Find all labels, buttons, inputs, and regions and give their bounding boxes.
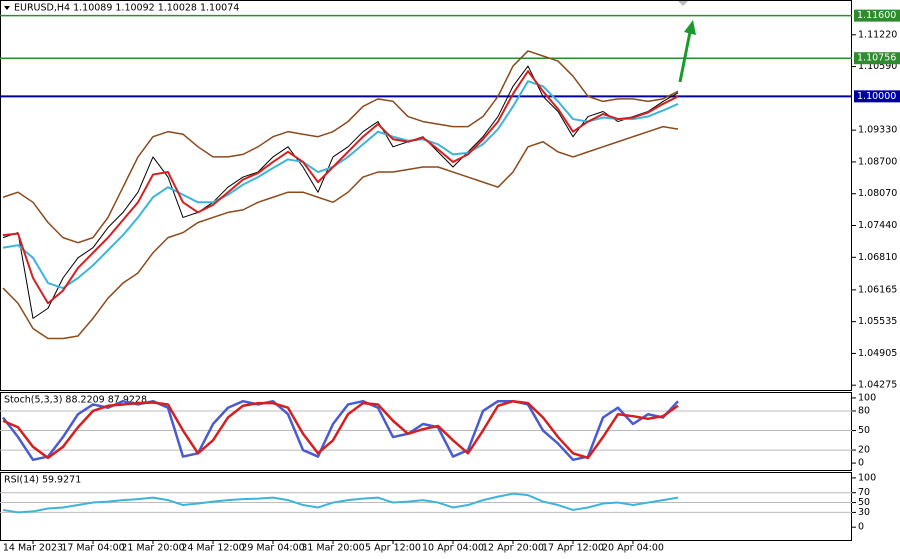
series-line — [2, 50, 679, 244]
y-tick-label: 100 — [858, 392, 876, 403]
y-tick-label: 80 — [858, 405, 870, 416]
x-tick-label: 29 Mar 04:00 — [241, 543, 304, 554]
y-tick-label: 1.08070 — [858, 188, 897, 199]
x-tick-label: 21 Mar 20:00 — [121, 543, 184, 554]
level-label: 1.11600 — [857, 10, 896, 21]
shift-marker — [678, 1, 688, 6]
level-label: 1.10000 — [857, 91, 896, 102]
stoch-panel — [0, 392, 852, 471]
y-tick-label: 1.08700 — [858, 156, 897, 167]
x-tick-label: 20 Apr 04:00 — [602, 543, 664, 554]
x-tick-label: 31 Mar 20:00 — [301, 543, 364, 554]
level-label-box — [854, 90, 900, 103]
main-panel — [0, 0, 852, 391]
x-tick-label: 10 Apr 04:00 — [422, 543, 484, 554]
level-label: 1.10756 — [857, 53, 896, 64]
x-tick-label: 17 Apr 12:00 — [542, 543, 604, 554]
x-tick-label: 14 Mar 2023 — [3, 543, 63, 554]
chart-title: EURUSD,H4 1.10089 1.10092 1.10028 1.1007… — [14, 3, 239, 14]
y-tick-label: 1.06810 — [858, 252, 897, 263]
stoch-title: Stoch(5,3,3) 88.2209 87.9228 — [4, 395, 147, 406]
y-tick-label: 1.04905 — [858, 348, 897, 359]
x-tick-label: 17 Mar 04:00 — [61, 543, 124, 554]
y-tick-label: 0 — [858, 522, 864, 533]
y-tick-label: 1.07440 — [858, 220, 897, 231]
series-line — [2, 399, 679, 460]
rsi-panel — [0, 472, 852, 541]
level-label-box — [854, 52, 900, 65]
y-tick-label: 1.11220 — [858, 29, 897, 40]
up-arrow — [678, 31, 692, 83]
y-tick-label: 1.04275 — [858, 380, 897, 391]
y-tick-label: 70 — [858, 487, 870, 498]
y-tick-label: 1.06165 — [858, 284, 897, 295]
y-tick-label: 1.10590 — [858, 61, 897, 72]
rsi-title: RSI(14) 59.9271 — [4, 475, 81, 486]
y-tick-label: 1.05535 — [858, 316, 897, 327]
y-tick-label: 50 — [858, 425, 870, 436]
series-line — [2, 80, 679, 290]
x-tick-label: 5 Apr 12:00 — [365, 543, 421, 554]
y-tick-label: 100 — [858, 472, 876, 483]
series-line — [2, 65, 679, 319]
y-tick-label: 1.09330 — [858, 125, 897, 136]
y-tick-label: 50 — [858, 497, 870, 508]
menu-arrow[interactable] — [4, 6, 10, 10]
x-tick-label: 24 Mar 12:00 — [181, 543, 244, 554]
series-line — [2, 492, 679, 514]
y-tick-label: 20 — [858, 445, 870, 456]
y-tick-label: 30 — [858, 507, 870, 518]
level-label-box — [854, 9, 900, 22]
y-tick-label: 0 — [858, 458, 864, 469]
x-tick-label: 12 Apr 20:00 — [482, 543, 544, 554]
up-arrow-head — [684, 20, 696, 35]
series-line — [2, 70, 679, 305]
series-line — [2, 125, 679, 340]
